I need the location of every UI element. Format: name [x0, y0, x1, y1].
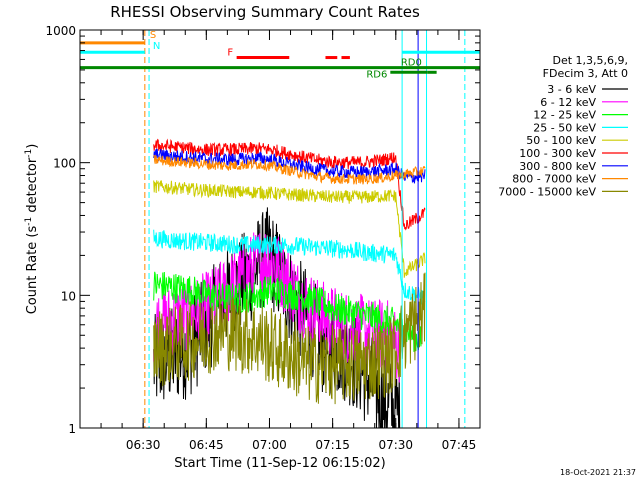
y-axis-label-part: detector [25, 157, 40, 217]
flag-annotation: RD0 [401, 58, 422, 69]
legend-entry-label: 7000 - 15000 keV [498, 185, 596, 198]
flag-annotation: RD6 [366, 69, 387, 80]
y-axis: 1 10 100 1000 [45, 24, 480, 436]
legend-entry-label: 100 - 300 keV [519, 147, 596, 160]
generation-timestamp: 18-Oct-2021 21:37 [560, 468, 636, 477]
x-tick-label: 07:00 [252, 438, 287, 452]
legend: Det 1,3,5,6,9, FDecim 3, Att 0 3 - 6 keV… [498, 54, 628, 198]
legend-entry-label: 25 - 50 keV [533, 121, 596, 134]
series-line [153, 271, 422, 352]
legend-entry-label: 12 - 25 keV [533, 109, 596, 122]
y-tick-label: 1000 [45, 24, 76, 38]
x-tick-label: 07:30 [378, 438, 413, 452]
flag-annotation: F [227, 48, 233, 59]
series-line [153, 148, 426, 184]
series-line [153, 272, 426, 405]
x-tick-label: 06:45 [189, 438, 224, 452]
y-axis-label-part: Count Rate (s [25, 226, 40, 315]
flag-annotation: S [150, 30, 156, 41]
series-line [153, 229, 426, 306]
legend-entry-label: 50 - 100 keV [526, 134, 596, 147]
legend-entry-label: 300 - 800 keV [519, 160, 596, 173]
y-axis-label-part: ) [25, 144, 40, 149]
legend-header-detectors: Det 1,3,5,6,9, [552, 54, 628, 67]
legend-entry-label: 6 - 12 keV [540, 96, 596, 109]
series-line [153, 138, 426, 231]
series-line [153, 154, 426, 185]
y-axis-label-superscript: -1 [24, 217, 34, 226]
x-tick-label: 07:45 [442, 438, 477, 452]
x-tick-label: 07:15 [315, 438, 350, 452]
plot-frame [79, 29, 481, 429]
x-axis-label: Start Time (11-Sep-12 06:15:02) [174, 456, 385, 471]
legend-entry-label: 3 - 6 keV [547, 83, 596, 96]
x-tick-label: 06:30 [126, 438, 161, 452]
y-axis-label: Count Rate (s-1 detector-1) [24, 144, 40, 315]
legend-entry-label: 800 - 7000 keV [512, 173, 596, 186]
series-line [153, 180, 426, 278]
y-tick-label: 100 [53, 157, 76, 171]
y-axis-label-superscript: -1 [24, 149, 34, 158]
legend-header-decimation: FDecim 3, Att 0 [543, 67, 628, 80]
x-axis: 06:30 06:45 07:00 07:15 07:30 07:45 [79, 30, 481, 452]
y-tick-label: 10 [61, 289, 76, 303]
chart-title: RHESSI Observing Summary Count Rates [110, 3, 420, 21]
y-tick-label: 1 [68, 422, 76, 436]
flag-annotation: N [153, 41, 160, 52]
